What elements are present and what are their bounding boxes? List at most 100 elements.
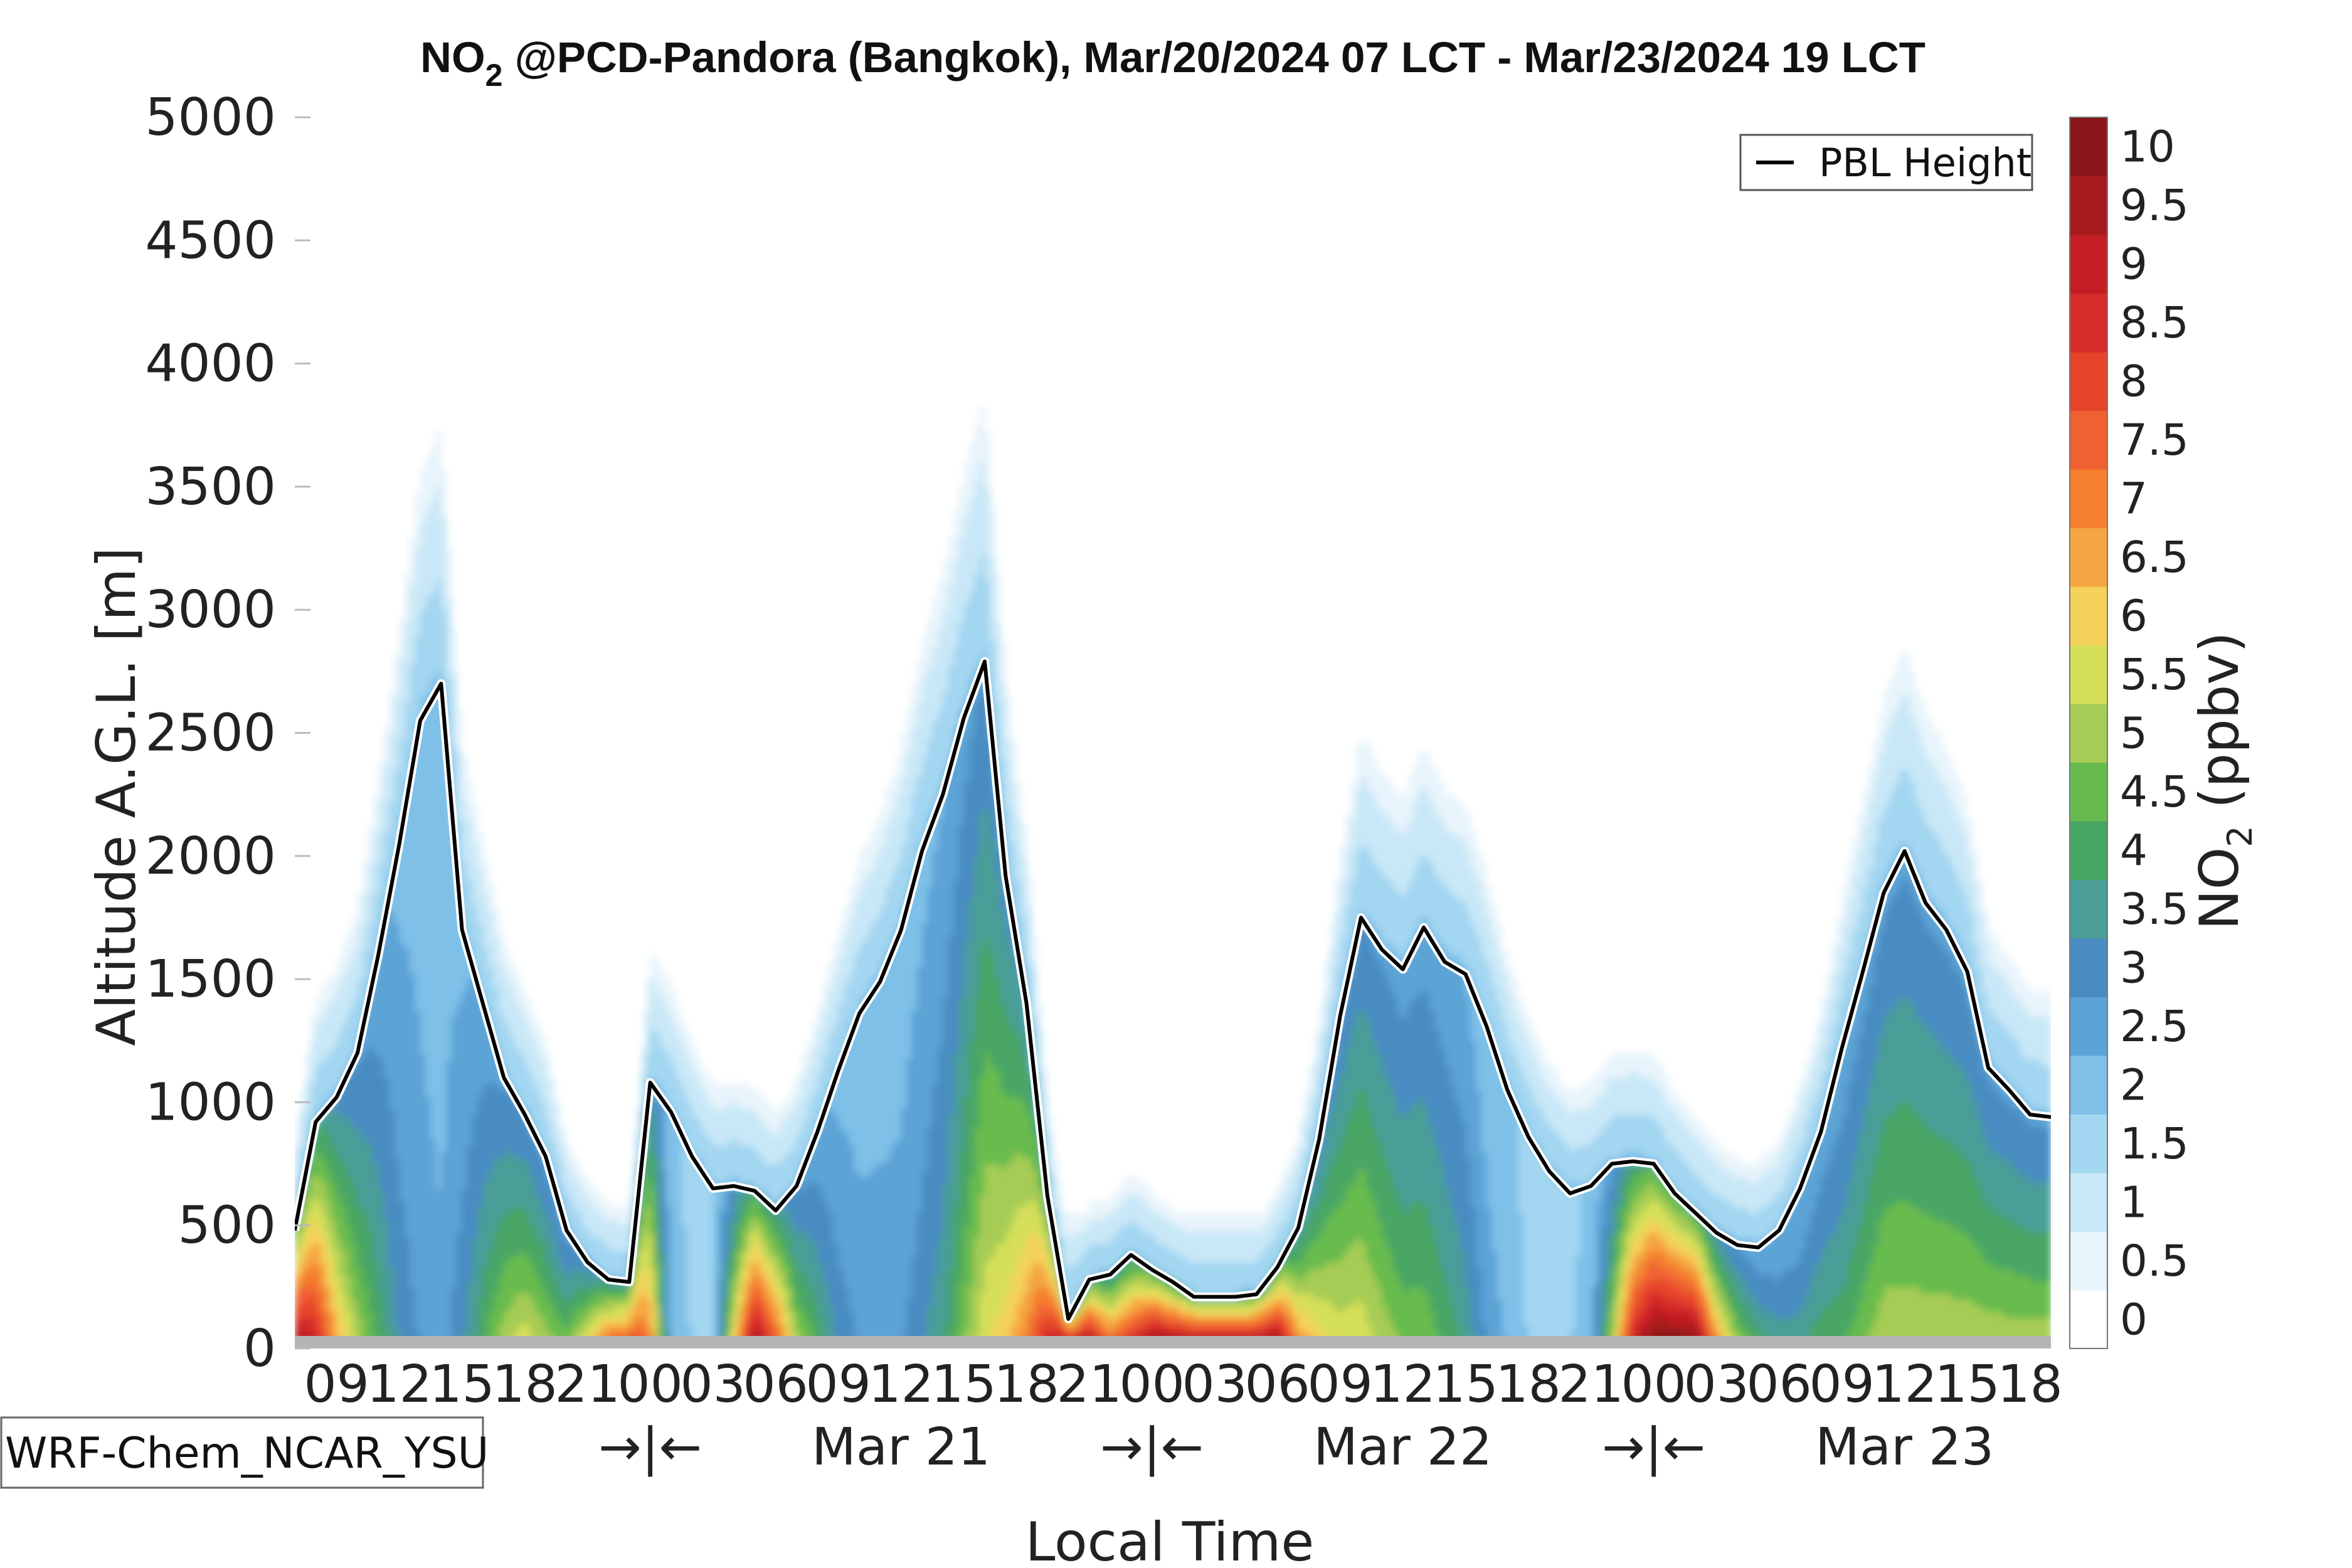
field-cell [405, 696, 410, 703]
field-cell [358, 1071, 363, 1078]
field-cell [467, 1022, 473, 1029]
field-cell [378, 1207, 384, 1214]
field-cell [415, 1274, 421, 1281]
field-cell [499, 1102, 504, 1109]
field-cell [447, 1010, 452, 1017]
field-cell [400, 948, 405, 955]
field-cell [347, 1170, 352, 1177]
field-cell [619, 1256, 625, 1263]
field-cell [331, 1281, 337, 1288]
field-cell [603, 1263, 609, 1269]
field-cell [420, 942, 426, 949]
field-cell [378, 1029, 384, 1036]
field-cell [321, 1066, 327, 1073]
field-cell [352, 1250, 358, 1257]
field-cell [582, 1176, 588, 1183]
field-cell [405, 1010, 410, 1017]
field-cell [431, 505, 437, 512]
field-cell [660, 1016, 666, 1023]
field-cell [415, 862, 421, 869]
field-cell [420, 1108, 426, 1115]
field-cell [425, 1244, 431, 1251]
field-cell [368, 1121, 374, 1128]
field-cell [326, 1170, 332, 1177]
field-cell [566, 1274, 572, 1281]
field-cell [410, 1090, 415, 1097]
field-cell [650, 1133, 656, 1140]
field-cell [310, 1090, 316, 1097]
field-cell [436, 992, 442, 999]
field-cell [452, 1237, 457, 1244]
field-cell [472, 1330, 478, 1337]
field-cell [436, 961, 442, 968]
field-cell [420, 868, 426, 875]
field-cell [410, 647, 415, 654]
field-cell [337, 1200, 342, 1207]
field-cell [352, 1004, 358, 1010]
field-cell [373, 825, 379, 832]
field-cell [462, 1053, 468, 1060]
field-cell [384, 985, 389, 992]
field-cell [436, 548, 442, 555]
field-cell [436, 1127, 442, 1134]
field-cell [394, 745, 400, 752]
field-cell [452, 690, 457, 697]
field-cell [582, 1237, 588, 1244]
field-cell [425, 1041, 431, 1047]
field-cell [436, 659, 442, 666]
field-cell [472, 1176, 478, 1183]
field-cell [368, 948, 374, 955]
field-cell [295, 1274, 300, 1281]
field-cell [415, 1324, 421, 1331]
field-cell [436, 561, 442, 568]
field-cell [400, 1300, 405, 1306]
field-cell [436, 837, 442, 844]
field-cell [447, 973, 452, 980]
field-cell [384, 1059, 389, 1066]
field-cell [358, 1250, 363, 1257]
field-cell [525, 1232, 531, 1239]
field-cell [525, 1066, 531, 1073]
field-cell [410, 1281, 415, 1288]
field-cell [358, 1293, 363, 1300]
field-cell [310, 1256, 316, 1263]
field-cell [410, 690, 415, 697]
field-cell [613, 1287, 619, 1294]
field-cell [410, 850, 415, 857]
field-cell [425, 770, 431, 776]
field-cell [373, 1189, 379, 1195]
field-cell [405, 837, 410, 844]
field-cell [660, 1232, 666, 1239]
field-cell [400, 665, 405, 672]
field-cell [410, 1029, 415, 1036]
field-cell [645, 1053, 650, 1060]
field-cell [462, 973, 468, 980]
field-cell [619, 1318, 625, 1325]
field-cell [373, 1102, 379, 1109]
field-cell [530, 1096, 536, 1103]
field-cell [566, 1207, 572, 1214]
field-cell [494, 961, 499, 968]
field-cell [556, 1145, 562, 1152]
field-cell [347, 1102, 352, 1109]
field-cell [441, 622, 447, 629]
field-cell [337, 1121, 342, 1128]
field-cell [394, 948, 400, 955]
field-cell [337, 985, 342, 992]
field-cell [483, 955, 489, 961]
field-cell [305, 1324, 311, 1331]
field-cell [645, 1287, 650, 1294]
field-cell [514, 1189, 520, 1195]
field-cell [472, 832, 478, 839]
field-cell [420, 985, 426, 992]
field-cell [504, 961, 509, 968]
field-cell [530, 1256, 536, 1263]
field-cell [530, 1071, 536, 1078]
field-cell [530, 1066, 536, 1073]
field-cell [462, 1066, 468, 1073]
field-cell [519, 1127, 525, 1134]
field-cell [373, 887, 379, 894]
field-cell [650, 1200, 656, 1207]
field-cell [326, 1182, 332, 1189]
field-cell [394, 684, 400, 691]
